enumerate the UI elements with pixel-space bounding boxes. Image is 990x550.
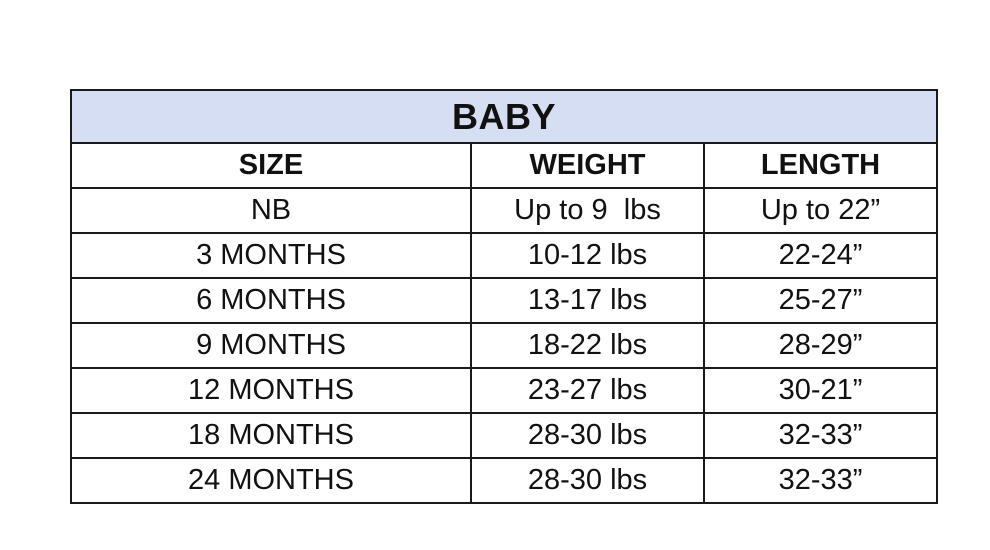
length-cell: 25-27” — [702, 277, 939, 324]
size-cell: 6 MONTHS — [70, 277, 472, 324]
size-cell: 12 MONTHS — [70, 367, 472, 414]
size-cell: 9 MONTHS — [70, 322, 472, 369]
length-cell: 30-21” — [702, 367, 939, 414]
weight-cell: Up to 9 lbs — [470, 187, 705, 234]
size-cell: 3 MONTHS — [70, 232, 472, 279]
weight-cell: 28-30 lbs — [470, 457, 705, 504]
column-header-length: LENGTH — [702, 142, 939, 189]
weight-cell: 18-22 lbs — [470, 322, 705, 369]
weight-cell: 23-27 lbs — [470, 367, 705, 414]
table-row: 24 MONTHS 28-30 lbs 32-33” — [70, 457, 939, 504]
table-row: 12 MONTHS 23-27 lbs 30-21” — [70, 367, 939, 414]
weight-cell: 13-17 lbs — [470, 277, 705, 324]
column-header-size: SIZE — [70, 142, 472, 189]
length-cell: 32-33” — [702, 412, 939, 459]
length-cell: 28-29” — [702, 322, 939, 369]
length-cell: 32-33” — [702, 457, 939, 504]
length-cell: 22-24” — [702, 232, 939, 279]
column-header-weight: WEIGHT — [470, 142, 705, 189]
size-cell: 18 MONTHS — [70, 412, 472, 459]
size-cell: NB — [70, 187, 472, 234]
table-row: 3 MONTHS 10-12 lbs 22-24” — [70, 232, 939, 279]
table-row: NB Up to 9 lbs Up to 22” — [70, 187, 939, 234]
size-cell: 24 MONTHS — [70, 457, 472, 504]
table-row: 6 MONTHS 13-17 lbs 25-27” — [70, 277, 939, 324]
table-row: 9 MONTHS 18-22 lbs 28-29” — [70, 322, 939, 369]
weight-cell: 10-12 lbs — [470, 232, 705, 279]
size-chart-table: BABY SIZE WEIGHT LENGTH NB Up to 9 lbs U… — [69, 89, 939, 504]
weight-cell: 28-30 lbs — [470, 412, 705, 459]
table-row: 18 MONTHS 28-30 lbs 32-33” — [70, 412, 939, 459]
table-header-row: SIZE WEIGHT LENGTH — [70, 142, 939, 189]
table-title: BABY — [69, 89, 939, 144]
length-cell: Up to 22” — [702, 187, 939, 234]
table-title-row: BABY — [69, 89, 939, 144]
